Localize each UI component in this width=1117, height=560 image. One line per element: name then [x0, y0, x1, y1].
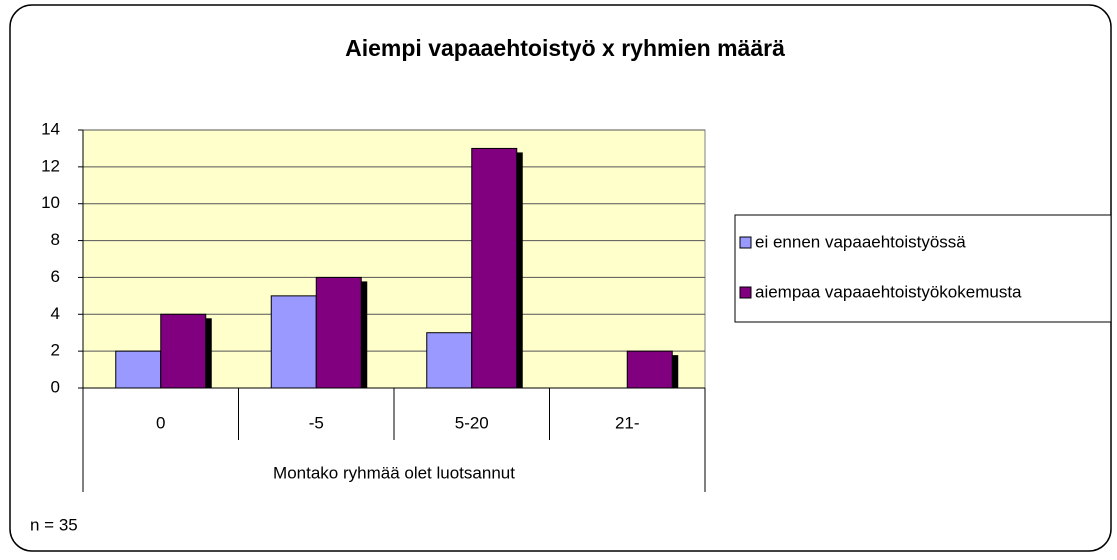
legend-swatch	[739, 236, 752, 249]
x-tick-label: -5	[309, 413, 324, 432]
x-axis-label: Montako ryhmää olet luotsannut	[273, 463, 515, 482]
y-tick-label: 8	[51, 230, 60, 249]
y-tick-label: 0	[51, 377, 60, 396]
bar	[160, 313, 207, 389]
x-tick-label: 21-	[615, 413, 640, 432]
y-tick-label: 4	[51, 304, 60, 323]
legend-swatch	[739, 286, 752, 299]
bar	[270, 295, 317, 389]
bar-shadow	[516, 152, 523, 388]
y-tick-label: 14	[41, 119, 60, 138]
y-tick-label: 6	[51, 267, 60, 286]
chart-title: Aiempi vapaaehtoistyö x ryhmien määrä	[345, 35, 785, 61]
bar	[115, 350, 162, 389]
bar	[471, 147, 518, 389]
legend-label: aiempaa vapaaehtoistyökokemusta	[755, 282, 1022, 301]
y-tick-label: 10	[41, 193, 60, 212]
bar-shadow	[205, 318, 212, 388]
x-tick-label: 5-20	[455, 413, 489, 432]
bar	[426, 332, 473, 389]
bar-shadow	[361, 281, 368, 388]
bar-shadow	[672, 355, 679, 388]
y-tick-label: 12	[41, 156, 60, 175]
bar	[315, 276, 362, 389]
annotation: n = 35	[30, 515, 78, 534]
x-tick-label: 0	[156, 413, 165, 432]
legend-box	[734, 214, 1112, 323]
legend-label: ei ennen vapaaehtoistyössä	[755, 232, 966, 251]
y-tick-label: 2	[51, 341, 60, 360]
bar	[626, 350, 673, 389]
